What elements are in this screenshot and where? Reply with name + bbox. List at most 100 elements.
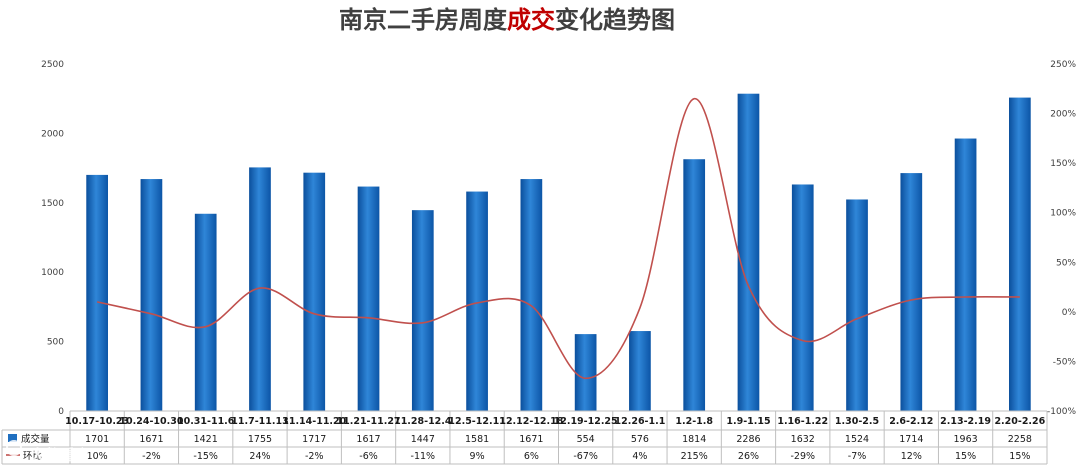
line-value-label: -7% [848, 451, 867, 462]
category-label: 1.9-1.15 [726, 416, 770, 427]
line-value-label: -6% [359, 451, 378, 462]
bar-value-label: 1814 [682, 434, 706, 445]
bar [249, 167, 271, 411]
category-label: 1.16-1.22 [777, 416, 828, 427]
right-tick-label: 0% [1062, 308, 1077, 318]
line-value-label: 215% [681, 451, 708, 462]
bar [683, 159, 706, 411]
bar-value-label: 2258 [1008, 434, 1032, 445]
line-value-label: -2% [305, 451, 324, 462]
right-tick-label: 200% [1050, 110, 1076, 120]
legend-line-label: 环比 [23, 450, 42, 462]
category-label: 1.2-1.8 [675, 416, 713, 427]
watermark: 大数看房 [6, 440, 90, 464]
category-label: 12.19-12.25 [554, 416, 618, 427]
bar-value-label: 1581 [465, 434, 489, 445]
left-axis: 0 500 1000 1500 2000 2500 [41, 60, 64, 417]
category-label: 12.26-1.1 [615, 416, 666, 427]
bar-value-label: 1524 [845, 434, 869, 445]
bar [303, 172, 326, 411]
bar [1009, 97, 1031, 411]
line-value-label: -15% [193, 451, 218, 462]
right-tick-label: 100% [1050, 209, 1076, 219]
line-value-label: -67% [573, 451, 598, 462]
category-label: 11.7-11.13 [231, 416, 288, 427]
line-series [96, 97, 1020, 380]
bar-value-label: 1717 [302, 434, 326, 445]
line-value-label: 12% [901, 451, 922, 462]
bar [900, 173, 923, 411]
bar [629, 331, 651, 411]
bar [791, 184, 814, 411]
left-tick-label: 1500 [41, 199, 64, 209]
line-value-label: 24% [249, 451, 270, 462]
bar [520, 179, 543, 411]
bar [954, 138, 977, 412]
watermark-text: 大数看房 [30, 446, 90, 464]
chart-title-part-2: 成交 [507, 6, 555, 34]
bar-value-label: 1617 [356, 434, 380, 445]
right-tick-label: 250% [1050, 60, 1076, 70]
category-label: 10.24-10.30 [119, 416, 183, 427]
bar-value-label: 1421 [194, 434, 218, 445]
bar-value-label: 1632 [791, 434, 815, 445]
category-label: 11.14-11.20 [282, 416, 346, 427]
bar [86, 174, 108, 411]
bar [574, 334, 597, 411]
line-value-label: 10% [87, 451, 108, 462]
bar-value-label: 1755 [248, 434, 272, 445]
chart-title-part-3: 变化趋势图 [555, 6, 675, 34]
legend-bar-label: 成交量 [21, 433, 50, 445]
bar [846, 199, 868, 411]
category-label: 11.21-11.27 [337, 416, 401, 427]
legend-bar-swatch [8, 434, 17, 442]
line-value-label: 15% [1009, 451, 1030, 462]
bar [194, 213, 217, 411]
category-label: 2.6-2.12 [889, 416, 933, 427]
bar-value-label: 554 [577, 434, 595, 445]
category-label: 10.17-10.23 [65, 416, 129, 427]
chart-title: 南京二手房周度成交变化趋势图 [339, 6, 675, 34]
bar-value-label: 1701 [85, 434, 109, 445]
category-label: 11.28-12.4 [394, 416, 452, 427]
right-tick-label: -50% [1053, 357, 1077, 367]
bar-series [86, 93, 1031, 412]
line-value-label: 6% [524, 451, 539, 462]
category-label: 2.20-2.26 [994, 416, 1045, 427]
left-tick-label: 2500 [41, 60, 64, 70]
left-tick-label: 0 [58, 407, 64, 417]
bar-value-label: 2286 [736, 434, 760, 445]
bar [140, 179, 163, 411]
right-tick-label: 50% [1056, 258, 1076, 268]
bar [357, 186, 380, 411]
bar [737, 93, 760, 412]
bar-value-label: 1447 [411, 434, 435, 445]
line-value-label: 4% [632, 451, 647, 462]
left-tick-label: 2000 [41, 129, 64, 139]
line-value-label: -29% [790, 451, 815, 462]
right-tick-label: 150% [1050, 159, 1076, 169]
bar [466, 191, 488, 411]
right-tick-label: -100% [1047, 407, 1076, 417]
category-label: 2.13-2.19 [940, 416, 991, 427]
line-value-label: 26% [738, 451, 759, 462]
category-label: 10.31-11.6 [177, 416, 235, 427]
bar-value-label: 576 [631, 434, 649, 445]
left-tick-label: 500 [47, 338, 64, 348]
bar-value-label: 1671 [519, 434, 543, 445]
bar [411, 210, 434, 411]
bar-value-label: 1671 [139, 434, 163, 445]
category-label: 1.30-2.5 [835, 416, 879, 427]
bar-value-label: 1963 [953, 434, 977, 445]
watermark-logo-icon [6, 440, 22, 456]
line-value-label: 15% [955, 451, 976, 462]
bar-value-label: 1714 [899, 434, 923, 445]
category-label: 12.12-12.18 [499, 416, 563, 427]
line-value-label: 9% [470, 451, 485, 462]
right-axis: -100% -50% 0% 50% 100% 150% 200% 250% [1047, 60, 1076, 417]
chart-title-part-1: 南京二手房周度 [339, 6, 508, 34]
category-label: 12.5-12.11 [448, 416, 505, 427]
line-value-label: -2% [142, 451, 161, 462]
